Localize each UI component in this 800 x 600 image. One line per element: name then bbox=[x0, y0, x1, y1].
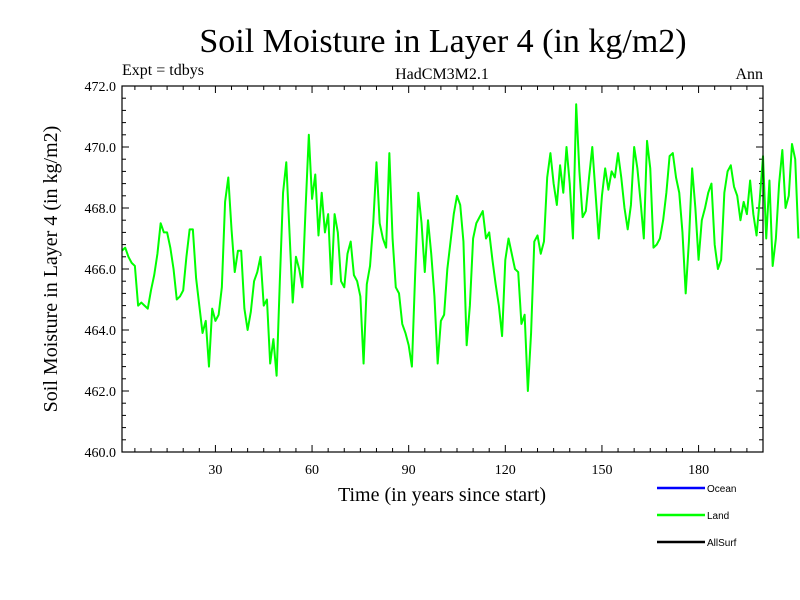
legend-label-land: Land bbox=[707, 511, 729, 522]
legend: Ocean Land AllSurf bbox=[657, 484, 737, 549]
x-tick-label: 60 bbox=[305, 463, 319, 478]
x-tick-label: 120 bbox=[495, 463, 516, 478]
y-tick-label: 468.0 bbox=[85, 202, 117, 217]
x-axis-label: Time (in years since start) bbox=[338, 484, 546, 506]
model-label: HadCM3M2.1 bbox=[395, 66, 489, 83]
y-tick-label: 460.0 bbox=[85, 446, 117, 461]
x-axis-ticks: 30 60 90 120 150 180 bbox=[134, 86, 764, 478]
x-tick-label: 180 bbox=[688, 463, 709, 478]
x-tick-label: 150 bbox=[591, 463, 612, 478]
series-line-land bbox=[121, 103, 800, 392]
legend-label-allsurf: AllSurf bbox=[707, 538, 737, 549]
experiment-label: Expt = tdbys bbox=[122, 62, 204, 79]
y-tick-label: 464.0 bbox=[85, 324, 117, 339]
plot-frame bbox=[121, 85, 764, 453]
y-axis-label: Soil Moisture in Layer 4 (in kg/m2) bbox=[40, 126, 62, 413]
y-tick-label: 470.0 bbox=[85, 141, 117, 156]
legend-label-ocean: Ocean bbox=[707, 484, 736, 495]
y-tick-label: 466.0 bbox=[85, 263, 117, 278]
chart-title: Soil Moisture in Layer 4 (in kg/m2) bbox=[199, 23, 686, 60]
season-label: Ann bbox=[735, 66, 763, 83]
data-series-group bbox=[121, 103, 800, 392]
y-tick-label: 462.0 bbox=[85, 385, 117, 400]
y-tick-label: 472.0 bbox=[85, 80, 117, 95]
x-tick-label: 90 bbox=[402, 463, 416, 478]
y-axis-ticks: 460.0 462.0 464.0 466.0 468.0 470.0 472.0 bbox=[85, 80, 763, 461]
x-tick-label: 30 bbox=[208, 463, 222, 478]
